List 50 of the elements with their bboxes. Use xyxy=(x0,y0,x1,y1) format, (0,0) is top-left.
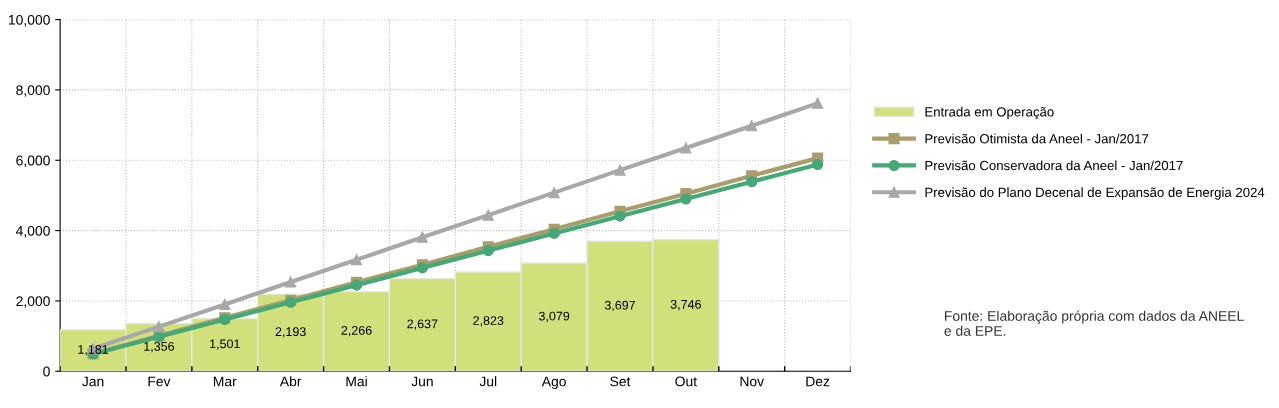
data-label: 1,356 xyxy=(144,341,175,353)
x-tick-label: Mai xyxy=(346,376,367,387)
data-label: 2,193 xyxy=(275,327,306,338)
point xyxy=(746,176,758,188)
x-tick-label: Nov xyxy=(740,376,765,387)
point xyxy=(153,321,165,333)
point xyxy=(614,210,626,222)
legend-label: Previsão do Plano Decenal de Expansão de Energia 2024 xyxy=(925,187,1265,200)
y-tick-label: 10,000 xyxy=(8,14,50,27)
legend-label: Previsão Otimista da Aneel - Jan/2017 xyxy=(925,133,1149,144)
point xyxy=(746,120,758,132)
data-label: 3,746 xyxy=(670,299,701,311)
x-tick-label: Fev xyxy=(148,376,171,387)
point xyxy=(812,158,824,171)
data-label: 2,823 xyxy=(473,316,504,327)
point xyxy=(416,231,428,243)
y-tick-label: 4,000 xyxy=(15,225,50,238)
y-tick-label: 8,000 xyxy=(16,85,50,97)
point xyxy=(548,227,560,239)
x-tick-label: Dez xyxy=(806,376,830,387)
point xyxy=(285,276,297,288)
point xyxy=(614,164,626,176)
x-tick-label: Out xyxy=(675,376,697,387)
x-tick-label: Jan xyxy=(82,376,104,387)
x-tick-label: Abr xyxy=(279,376,302,387)
point xyxy=(680,142,692,154)
point xyxy=(680,193,692,205)
x-tick-label: Set xyxy=(610,376,631,387)
data-label: 2,637 xyxy=(407,319,438,330)
point xyxy=(482,245,494,257)
legend-label: Previsão Conservadora da Aneel - Jan/2017 xyxy=(925,160,1183,171)
legend-label: Entrada em Operação xyxy=(925,106,1054,120)
y-tick-label: 6,000 xyxy=(16,155,50,168)
point xyxy=(812,97,824,109)
x-tick-label: Jun xyxy=(411,376,433,387)
data-label: 1,501 xyxy=(210,339,240,350)
data-label: 3,079 xyxy=(538,311,570,322)
point xyxy=(219,298,231,311)
data-label: 1,181 xyxy=(78,345,109,356)
x-tick-label: Jul xyxy=(479,376,497,387)
y-tick-label: 0 xyxy=(43,366,50,377)
point xyxy=(548,187,560,199)
x-tick-label: Mar xyxy=(213,376,237,387)
y-tick-label: 2,000 xyxy=(16,296,50,308)
source-note: Fonte: Elaboração própria com dados da ANEEL e da EPE. xyxy=(944,310,1244,336)
x-tick-label: Ago xyxy=(541,376,566,390)
point xyxy=(482,209,494,221)
data-label: 3,697 xyxy=(604,300,636,312)
data-label: 2,266 xyxy=(341,325,372,337)
point xyxy=(350,254,363,266)
